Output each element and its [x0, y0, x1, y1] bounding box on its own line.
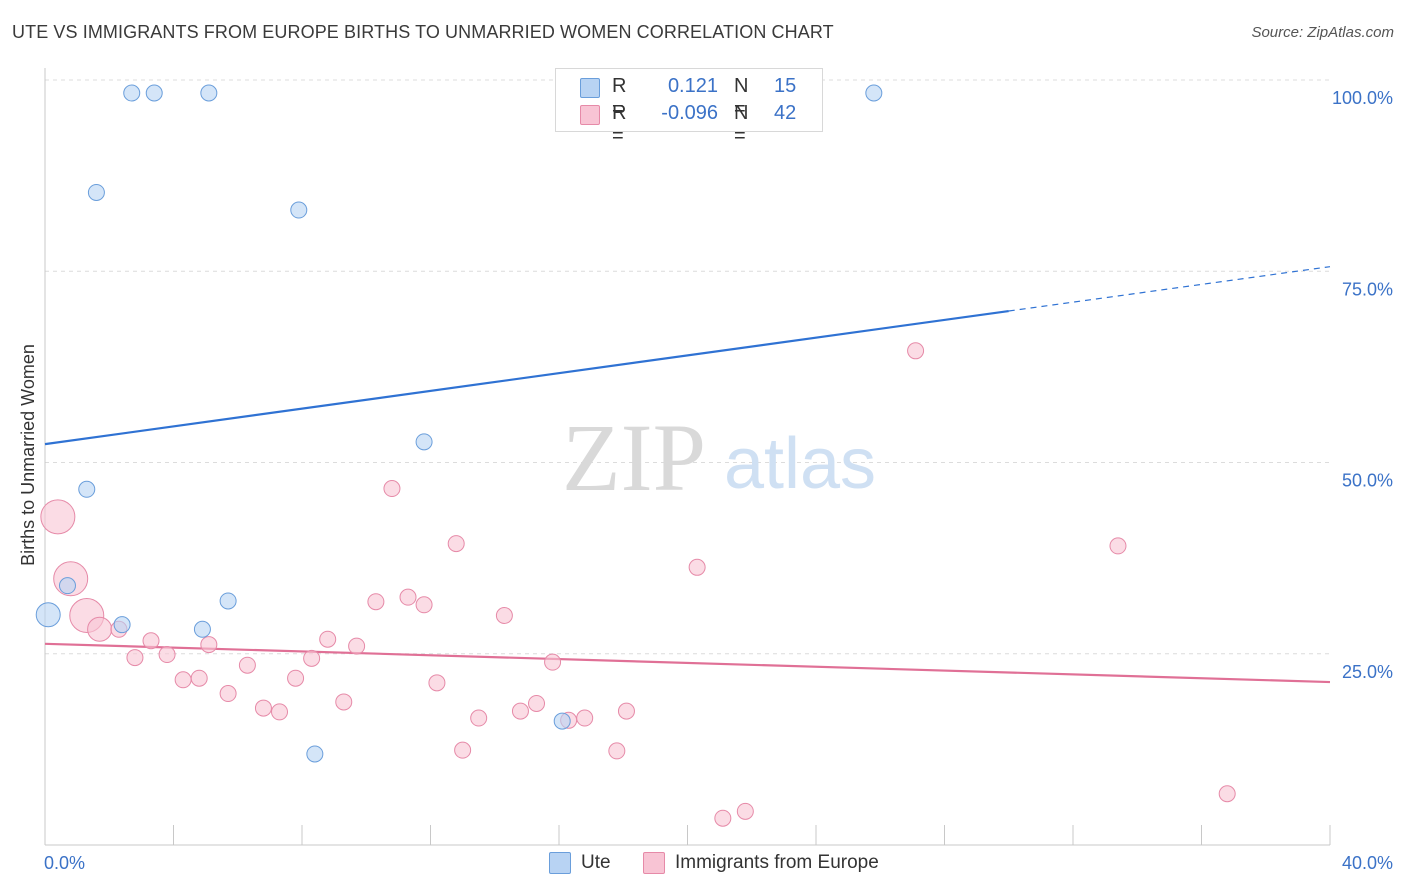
legend-ute-label: Ute: [581, 852, 611, 873]
europe-r-value: -0.096: [661, 102, 718, 124]
trend-lines: [44, 266, 1331, 684]
ute-point-9: [219, 592, 237, 610]
ute-point-3: [865, 84, 883, 102]
ute-point-14: [306, 745, 324, 763]
europe-point-12: [238, 656, 256, 674]
europe-point-39: [907, 342, 925, 360]
series-legend: Ute Immigrants from Europe: [0, 850, 1406, 880]
europe-point-17: [319, 630, 337, 648]
x-tick-label-0: 0.0%: [44, 853, 85, 873]
europe-point-7: [158, 646, 176, 664]
europe-point-28: [495, 607, 513, 624]
ute-point-4: [87, 183, 105, 201]
ute-point-1: [145, 84, 163, 102]
tick-labels: 25.0% 50.0% 75.0% 100.0% 0.0% 40.0%: [44, 88, 1393, 873]
watermark-atlas: atlas: [724, 424, 876, 504]
ute-r-value: 0.121: [667, 75, 718, 97]
europe-point-5: [126, 649, 144, 667]
ute-point-2: [200, 84, 218, 102]
europe-point-31: [544, 653, 562, 671]
europe-point-41: [1218, 785, 1236, 803]
europe-n-value: 42: [774, 102, 797, 124]
europe-point-20: [367, 593, 385, 611]
y-tick-label-50: 50.0%: [1342, 471, 1393, 491]
ute-point-12: [193, 620, 211, 638]
legend-europe-label: Immigrants from Europe: [675, 852, 879, 873]
europe-point-30: [528, 694, 546, 712]
chart-title: UTE VS IMMIGRANTS FROM EUROPE BIRTHS TO …: [12, 22, 834, 42]
ute-points: [35, 84, 883, 763]
europe-point-3: [87, 616, 113, 642]
ute-point-10: [35, 602, 61, 628]
watermark: ZIP atlas: [562, 404, 876, 511]
ute-point-6: [415, 433, 433, 451]
ute-point-8: [58, 577, 76, 595]
ute-point-7: [78, 480, 96, 498]
europe-point-6: [142, 632, 160, 650]
x-tick-label-40: 40.0%: [1342, 853, 1393, 873]
y-axis-label: Births to Unmarried Women: [18, 344, 38, 566]
europe-point-36: [688, 558, 706, 576]
ute-n-label: N =: [734, 75, 749, 120]
europe-point-9: [190, 669, 208, 687]
europe-swatch: [580, 105, 600, 125]
europe-point-10: [200, 636, 218, 654]
europe-point-11: [219, 685, 237, 703]
europe-points: [40, 342, 1236, 827]
europe-point-26: [454, 741, 472, 759]
europe-point-27: [470, 709, 488, 727]
europe-point-35: [617, 702, 635, 720]
europe-point-15: [287, 669, 305, 687]
europe-point-29: [511, 702, 529, 720]
europe-point-25: [447, 535, 465, 553]
grid-lines: [45, 79, 1330, 655]
europe-n-label: N =: [734, 102, 749, 147]
europe-point-23: [415, 596, 433, 614]
ute-point-11: [113, 616, 131, 634]
legend-ute-swatch: [549, 852, 571, 874]
europe-point-18: [335, 693, 353, 711]
europe-point-8: [174, 671, 192, 689]
ute-point-13: [553, 712, 571, 730]
europe-point-38: [736, 802, 754, 820]
europe-point-21: [383, 480, 401, 498]
ute-point-0: [123, 84, 141, 102]
ute-point-5: [290, 201, 308, 219]
europe-trend-line: [44, 642, 1331, 684]
europe-point-40: [1109, 537, 1127, 555]
europe-point-19: [348, 637, 366, 655]
europe-point-22: [399, 588, 417, 606]
europe-r-label: R =: [612, 102, 627, 147]
ute-swatch: [580, 78, 600, 98]
y-tick-label-75: 75.0%: [1342, 279, 1393, 299]
ute-r-label: R =: [612, 75, 627, 120]
europe-point-14: [271, 703, 289, 721]
y-tick-label-25: 25.0%: [1342, 662, 1393, 682]
europe-point-16: [303, 649, 321, 667]
ute-trend-line: [44, 309, 1009, 446]
source-credit: Source: ZipAtlas.com: [1251, 24, 1394, 41]
axes: [44, 68, 1331, 846]
europe-point-33: [576, 709, 594, 727]
europe-point-13: [254, 699, 272, 717]
ute-n-value: 15: [774, 75, 797, 97]
correlation-legend: R = 0.121 N = 15 R = -0.096 N = 42: [555, 68, 823, 147]
europe-point-0: [40, 499, 76, 535]
watermark-zip: ZIP: [562, 404, 706, 511]
europe-point-24: [428, 674, 446, 692]
europe-point-37: [714, 809, 732, 827]
y-tick-label-100: 100.0%: [1332, 88, 1393, 108]
europe-point-34: [608, 742, 626, 760]
legend-europe-swatch: [643, 852, 665, 874]
ute-trend-extension: [1008, 266, 1331, 312]
